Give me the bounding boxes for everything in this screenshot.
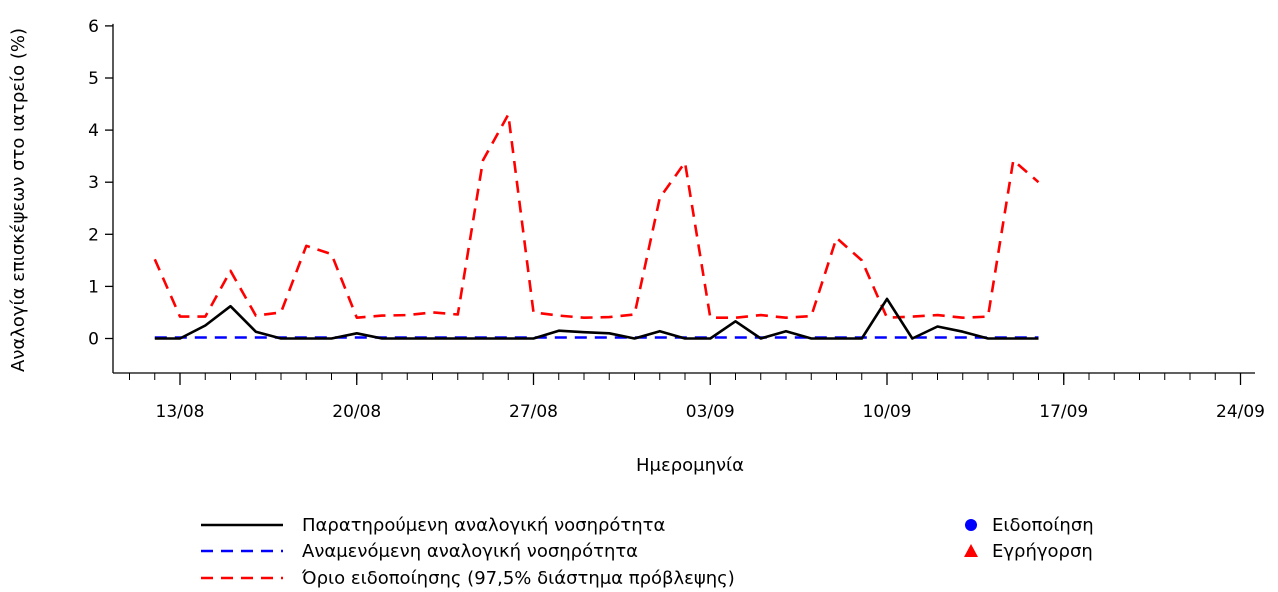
- legend-marker-triangle: [964, 544, 978, 557]
- y-tick-label: 6: [88, 17, 99, 37]
- y-tick-label: 0: [88, 330, 99, 350]
- legend-label-2: Αναμενόμενη αναλογική νοσηρότητα: [302, 541, 638, 562]
- legend-marker-label-1: Ειδοποίηση: [992, 515, 1094, 536]
- y-tick-label: 5: [88, 69, 99, 89]
- x-tick-label: 27/08: [509, 402, 558, 422]
- series-layer: [153, 113, 1040, 340]
- legend: Παρατηρούμενη αναλογική νοσηρότητα Αναμεν…: [201, 515, 1094, 589]
- x-axis-label: Ημερομηνία: [636, 455, 744, 476]
- x-tick-label: 24/09: [1216, 402, 1265, 422]
- legend-label-3: Όριο ειδοποίησης (97,5% διάστημα πρόβλεψ…: [301, 568, 735, 589]
- y-tick-label: 3: [88, 173, 99, 193]
- x-tick-label: 20/08: [332, 402, 381, 422]
- x-tick-label: 03/09: [686, 402, 735, 422]
- x-tick-label: 17/09: [1039, 402, 1088, 422]
- x-tick-label: 13/08: [156, 402, 205, 422]
- legend-label-1: Παρατηρούμενη αναλογική νοσηρότητα: [302, 515, 665, 536]
- y-tick-label: 4: [88, 121, 99, 141]
- axes: 0 1 2 3 4 5 6 13/08 20/08 27/08 03/09 10/09 17/09 24/…: [88, 17, 1265, 422]
- legend-marker-label-2: Εγρήγορση: [992, 541, 1093, 562]
- y-tick-label: 2: [88, 225, 99, 245]
- y-axis-label: Αναλογία επισκέψεων στο ιατρείο (%): [8, 28, 29, 372]
- y-tick-label: 1: [88, 277, 99, 297]
- x-tick-label: 10/09: [863, 402, 912, 422]
- series-line-3: [153, 113, 1040, 320]
- legend-marker-circle: [965, 519, 977, 531]
- series-line-1: [154, 297, 1039, 340]
